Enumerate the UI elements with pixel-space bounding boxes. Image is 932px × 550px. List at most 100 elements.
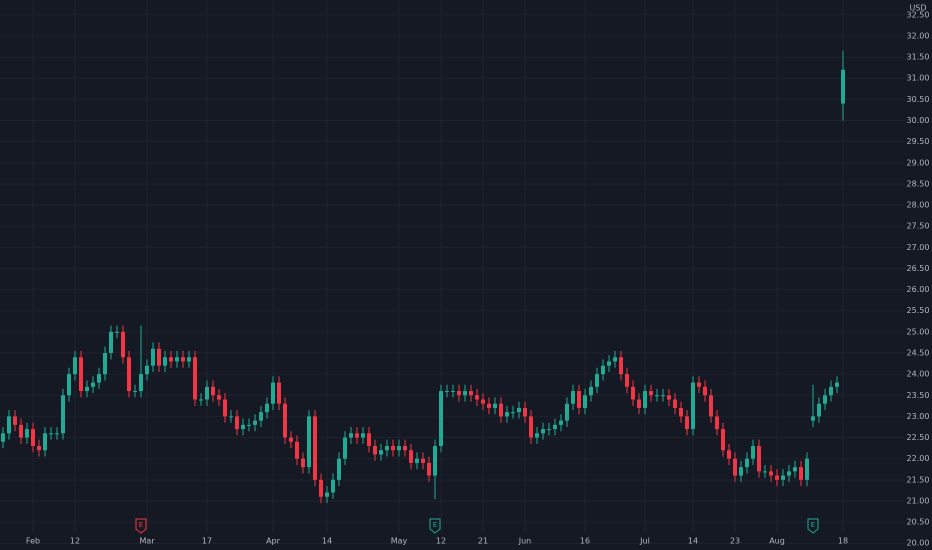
- candle-body: [277, 382, 281, 404]
- candle-body: [637, 399, 641, 408]
- candle-body: [427, 462, 431, 476]
- candle-body: [133, 391, 137, 393]
- candle-body: [97, 374, 101, 383]
- candle-body: [745, 458, 749, 468]
- y-tick-label: 20.00: [907, 539, 930, 548]
- x-tick-label: 14: [322, 537, 332, 546]
- y-tick-label: 27.00: [907, 243, 930, 252]
- candle-body: [205, 386, 209, 400]
- x-tick-label: May: [391, 537, 408, 546]
- earnings-label: E: [139, 521, 143, 529]
- candle-body: [781, 475, 785, 480]
- candle-body: [217, 395, 221, 400]
- candle-body: [37, 446, 41, 451]
- candle-body: [691, 382, 695, 430]
- x-tick-label: Mar: [139, 537, 155, 546]
- candle-body: [7, 416, 11, 434]
- candle-body: [1, 433, 5, 442]
- x-tick-label: 17: [202, 537, 212, 546]
- candle-body: [19, 424, 23, 438]
- candle-body: [415, 458, 419, 463]
- candle-body: [703, 386, 707, 396]
- x-tick-label: 14: [688, 537, 698, 546]
- candle-body: [499, 403, 503, 417]
- candle-body: [433, 446, 437, 476]
- earnings-label: E: [811, 521, 815, 529]
- candle-body: [817, 403, 821, 417]
- candle-body: [265, 403, 269, 413]
- candle-body: [829, 386, 833, 396]
- candle-body: [43, 433, 47, 451]
- candle-body: [253, 420, 257, 425]
- candle-body: [733, 458, 737, 476]
- candle-body: [793, 467, 797, 472]
- candle-body: [517, 407, 521, 413]
- candle-body: [373, 446, 377, 455]
- candle-body: [319, 479, 323, 497]
- earnings-badge: [135, 518, 147, 534]
- candle-body: [577, 391, 581, 408]
- x-tick-label: 12: [70, 537, 80, 546]
- candle-body: [295, 441, 299, 459]
- candle-body: [163, 357, 167, 366]
- y-tick-label: 22.50: [907, 433, 930, 442]
- candle-body: [271, 382, 275, 404]
- candle-body: [475, 395, 479, 400]
- candle-body: [229, 416, 233, 418]
- candle-body: [331, 479, 335, 493]
- earnings-badge: [807, 518, 819, 534]
- candle-body: [523, 407, 527, 417]
- y-tick-label: 30.00: [907, 116, 930, 125]
- candle-body: [73, 357, 77, 375]
- candle-body: [109, 331, 113, 353]
- candle-body: [91, 382, 95, 387]
- candle-body: [565, 403, 569, 421]
- x-tick-label: Feb: [26, 537, 40, 546]
- y-tick-label: 25.00: [907, 327, 930, 336]
- candle-body: [397, 446, 401, 451]
- candle-body: [151, 348, 155, 366]
- candle-body: [127, 357, 131, 392]
- x-tick-label: Aug: [769, 537, 785, 546]
- candle-body: [529, 416, 533, 438]
- candle-body: [595, 374, 599, 387]
- candle-body: [343, 437, 347, 459]
- candle-body: [193, 357, 197, 400]
- y-tick-label: 29.00: [907, 158, 930, 167]
- candle-body: [361, 433, 365, 438]
- candle-body: [709, 395, 713, 417]
- candle-body: [337, 458, 341, 480]
- candle-body: [13, 416, 17, 425]
- candle-body: [631, 386, 635, 400]
- candle-body: [289, 437, 293, 442]
- candle-body: [25, 429, 29, 438]
- candle-body: [487, 403, 491, 408]
- candle-body: [571, 391, 575, 404]
- candle-body: [235, 416, 239, 430]
- x-tick-label: 21: [478, 537, 488, 546]
- y-tick-label: 23.00: [907, 412, 930, 421]
- candle-body: [787, 471, 791, 476]
- candle-body: [79, 357, 83, 392]
- candle-body: [685, 416, 689, 430]
- candle-body: [505, 412, 509, 417]
- x-tick-label: 16: [580, 537, 590, 546]
- candle-body: [259, 412, 263, 421]
- candle-body: [757, 446, 761, 472]
- candle-body: [349, 433, 353, 438]
- candle-body: [103, 352, 107, 375]
- earnings-marker: E: [807, 518, 819, 534]
- candle-body: [313, 416, 317, 480]
- candle-body: [511, 412, 515, 414]
- candle-body: [697, 382, 701, 387]
- candle-body: [145, 365, 149, 375]
- y-tick-label: 32.50: [907, 10, 930, 19]
- candle-body: [385, 446, 389, 451]
- candle-body: [667, 395, 671, 400]
- y-tick-label: 30.50: [907, 95, 930, 104]
- candle-body: [379, 450, 383, 455]
- candle-body: [679, 407, 683, 417]
- candle-body: [457, 391, 461, 396]
